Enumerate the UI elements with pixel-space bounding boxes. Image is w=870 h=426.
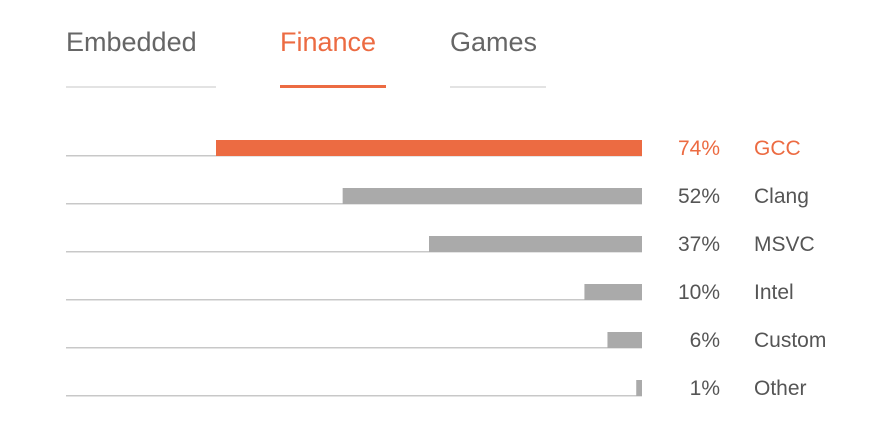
bar <box>342 188 642 204</box>
tab-underline <box>66 86 216 88</box>
bar-baseline <box>66 347 642 349</box>
value-label: 74% <box>678 137 720 160</box>
bar-baseline <box>66 299 642 301</box>
value-label: 10% <box>678 281 720 304</box>
value-label: 1% <box>690 377 720 400</box>
bar <box>584 284 642 300</box>
tab-bar: Embedded Finance Games <box>0 0 870 100</box>
tab-games[interactable]: Games <box>450 26 546 88</box>
bar-baseline <box>66 395 642 397</box>
bar <box>216 140 642 156</box>
tab-label: Embedded <box>66 27 197 57</box>
value-label: 37% <box>678 233 720 256</box>
bar-baseline <box>66 251 642 253</box>
category-label: GCC <box>754 137 801 160</box>
category-label: MSVC <box>754 233 815 256</box>
tab-underline <box>450 86 546 88</box>
value-label: 52% <box>678 185 720 208</box>
tab-embedded[interactable]: Embedded <box>66 26 216 88</box>
bar <box>429 236 642 252</box>
bar <box>607 332 642 348</box>
tab-underline <box>280 85 386 88</box>
category-label: Other <box>754 377 807 400</box>
tab-label: Finance <box>280 27 377 57</box>
tab-finance[interactable]: Finance <box>280 26 386 88</box>
value-label: 6% <box>690 329 720 352</box>
tab-label: Games <box>450 27 538 57</box>
category-label: Custom <box>754 329 826 352</box>
bar <box>636 380 642 396</box>
category-label: Clang <box>754 185 809 208</box>
category-label: Intel <box>754 281 794 304</box>
